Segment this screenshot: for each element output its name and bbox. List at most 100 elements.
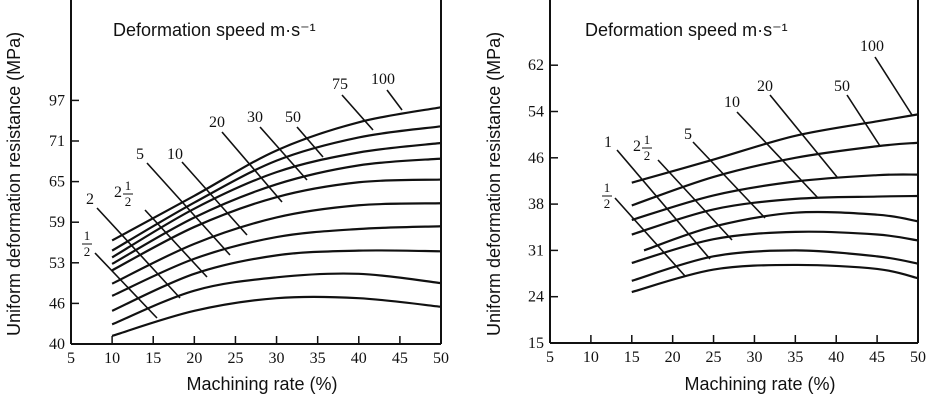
series-label-numerator: 1 [644, 132, 651, 147]
series-label-text: 5 [684, 126, 692, 143]
x-axis-title: Machining rate (%) [186, 374, 337, 394]
series-label: 10 [724, 94, 740, 111]
series-label: 1 [604, 134, 612, 151]
x-tick-label: 5 [546, 349, 554, 366]
series-label: 2 [86, 191, 94, 208]
series-label-text: 20 [209, 114, 225, 131]
series-line-2 [111, 272, 442, 326]
chart-title: Deformation speed m·s⁻¹ [585, 20, 788, 40]
x-tick-label: 20 [665, 349, 681, 366]
series-label-whole: 2 [114, 184, 122, 201]
series-label-text: 10 [167, 146, 183, 163]
series-line-10 [631, 194, 919, 236]
x-tick-label: 40 [828, 349, 844, 366]
leader-line [296, 126, 324, 158]
series-line-20 [631, 173, 919, 222]
series-label: 75 [332, 76, 348, 93]
series-label: 50 [834, 78, 850, 95]
series-label: 5 [684, 126, 692, 143]
series-label-denominator: 2 [84, 244, 91, 259]
x-tick-label: 35 [310, 350, 326, 367]
series-label: 12 [602, 180, 612, 211]
series-line-5 [643, 210, 919, 252]
series-label-whole: 2 [633, 138, 641, 155]
y-tick-label: 31 [528, 242, 544, 259]
series-line-10 [111, 202, 442, 285]
series-line-5 [111, 225, 442, 297]
series-label-denominator: 2 [604, 196, 611, 211]
series-line-1 [631, 249, 919, 282]
series-label: 50 [285, 109, 301, 126]
x-tick-label: 25 [227, 350, 243, 367]
leader-line [846, 94, 881, 147]
y-tick-label: 97 [49, 92, 65, 109]
x-tick-label: 45 [869, 349, 885, 366]
leader-line [736, 111, 819, 199]
leader-line [144, 209, 208, 278]
y-tick-label: 38 [528, 196, 544, 213]
leader-line [221, 131, 283, 203]
series-line-50 [111, 141, 442, 259]
x-tick-label: 50 [433, 350, 449, 367]
y-tick-label: 65 [49, 174, 65, 191]
series-line-100 [631, 113, 919, 184]
series-label: 12 [82, 228, 92, 259]
series-line-20 [111, 178, 442, 272]
y-axis-title: Uniform deformation resistance (MPa) [484, 32, 504, 336]
series-label-text: 75 [332, 76, 348, 93]
series-label-denominator: 2 [644, 148, 651, 163]
series-label: 30 [247, 109, 263, 126]
series-line-50 [631, 141, 919, 207]
series-label: 100 [860, 38, 884, 55]
y-tick-label: 53 [49, 255, 65, 272]
series-label-denominator: 2 [125, 194, 132, 209]
leader-line [146, 162, 231, 256]
series-label: 2 12 [114, 178, 133, 209]
leader-line [96, 207, 181, 299]
leader-line [769, 94, 838, 178]
series-label: 5 [136, 146, 144, 163]
x-tick-label: 35 [787, 349, 803, 366]
x-tick-label: 5 [67, 350, 75, 367]
series-line-2-1-2 [631, 230, 919, 265]
leader-line [386, 89, 403, 111]
series-label-numerator: 1 [84, 228, 91, 243]
y-tick-label: 59 [49, 214, 65, 231]
series-line-75 [111, 125, 442, 252]
series-label-text: 50 [285, 109, 301, 126]
series-label: 10 [167, 146, 183, 163]
y-tick-label: 62 [528, 57, 544, 74]
x-tick-label: 20 [186, 350, 202, 367]
series-line-100 [111, 106, 442, 242]
series-label: 20 [757, 78, 773, 95]
series-line-2-1-2 [111, 249, 442, 312]
chart-panel-1: 5 10 15 20 25 30 35 40 45 5040465359657197Deforma… [4, 0, 449, 394]
y-tick-label: 46 [528, 150, 544, 167]
y-tick-label: 40 [49, 336, 65, 353]
series-label-text: 100 [371, 71, 395, 88]
y-tick-label: 54 [528, 104, 544, 121]
y-tick-label: 15 [528, 335, 544, 352]
series-label: 20 [209, 114, 225, 131]
leader-line [692, 141, 766, 219]
series-label-numerator: 1 [125, 178, 132, 193]
x-tick-label: 50 [910, 349, 926, 366]
x-tick-label: 15 [624, 349, 640, 366]
x-tick-label: 25 [706, 349, 722, 366]
series-label-text: 10 [724, 94, 740, 111]
x-tick-label: 45 [392, 350, 408, 367]
series-line-1-2 [631, 263, 919, 294]
series-label-text: 2 [86, 191, 94, 208]
leader-line [616, 149, 711, 260]
x-tick-label: 30 [746, 349, 762, 366]
x-tick-label: 15 [145, 350, 161, 367]
series-label: 100 [371, 71, 395, 88]
x-tick-label: 30 [269, 350, 285, 367]
series-line-30 [111, 157, 442, 265]
y-tick-label: 24 [528, 289, 544, 306]
leader-line [341, 94, 374, 131]
series-line-1-2 [111, 295, 442, 337]
leader-line [614, 197, 686, 277]
x-tick-label: 10 [104, 350, 120, 367]
